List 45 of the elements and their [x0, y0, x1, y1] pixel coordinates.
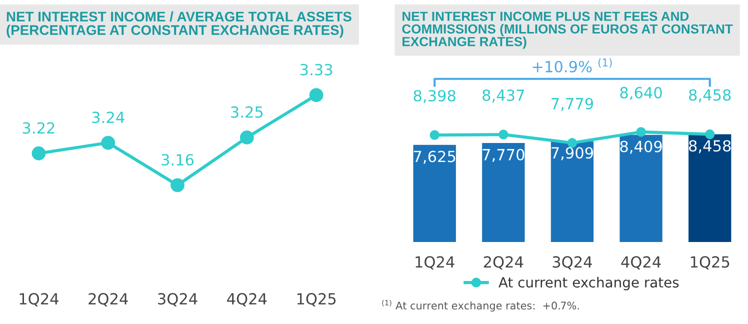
- data-label: 8,409: [620, 140, 662, 154]
- point: [636, 127, 646, 137]
- point: [430, 130, 440, 140]
- x-tick-label: 2Q24: [88, 293, 128, 306]
- x-tick-label: 2Q24: [484, 256, 524, 270]
- x-tick-label: 3Q24: [158, 293, 198, 306]
- data-label: 3.22: [22, 122, 54, 134]
- bar: [688, 134, 732, 242]
- bar: [413, 144, 456, 242]
- data-label: 8,458: [689, 140, 731, 154]
- legend-label: At current exchange rates: [498, 276, 679, 290]
- data-label: 8,458: [689, 89, 731, 102]
- x-tick-label: 1Q24: [416, 256, 454, 270]
- data-label: 8,640: [620, 86, 662, 100]
- text: $^{(1)}$ At current exchange rates: +0.7%.: [382, 300, 579, 312]
- data-label: 8,398: [414, 90, 456, 104]
- text: +10.9% $^{(1)}$: [532, 58, 612, 72]
- bar: [482, 143, 525, 242]
- x-tick-label: 1Q24: [20, 293, 58, 306]
- data-label: 3.33: [300, 64, 332, 76]
- point: [170, 178, 184, 192]
- point: [309, 88, 324, 102]
- data-label: 3.24: [92, 112, 124, 124]
- bar: [620, 134, 662, 242]
- data-label: 3.16: [162, 154, 194, 166]
- point: [32, 146, 46, 160]
- point: [498, 130, 508, 140]
- data-label: 7,625: [414, 150, 456, 164]
- bar: [550, 141, 594, 242]
- point: [240, 130, 254, 144]
- x-tick-label: 1Q25: [690, 256, 730, 270]
- data-label: 7,909: [552, 147, 594, 160]
- point: [101, 136, 116, 150]
- chart-title: NET INTEREST INCOME / AVERAGE TOTAL ASSETS (PERCENTAGE AT CONSTANT EXCHANGE RATES): [6, 11, 352, 38]
- data-label: 8,437: [482, 89, 524, 103]
- x-tick-label: 4Q24: [227, 293, 267, 306]
- x-tick-label: 3Q24: [552, 256, 592, 270]
- point: [704, 129, 715, 140]
- data-label: 3.25: [231, 106, 263, 118]
- data-label: 7,770: [482, 148, 524, 162]
- x-tick-label: 1Q25: [297, 293, 336, 306]
- x-tick-label: 4Q24: [621, 256, 661, 270]
- chart-title: NET INTEREST INCOME PLUS NET FEES AND COMMISSIONS (MILLIONS OF EUROS AT CONSTANT EXCHANGE RATES): [402, 12, 733, 49]
- point: [567, 138, 578, 148]
- data-label: 7,779: [552, 98, 594, 111]
